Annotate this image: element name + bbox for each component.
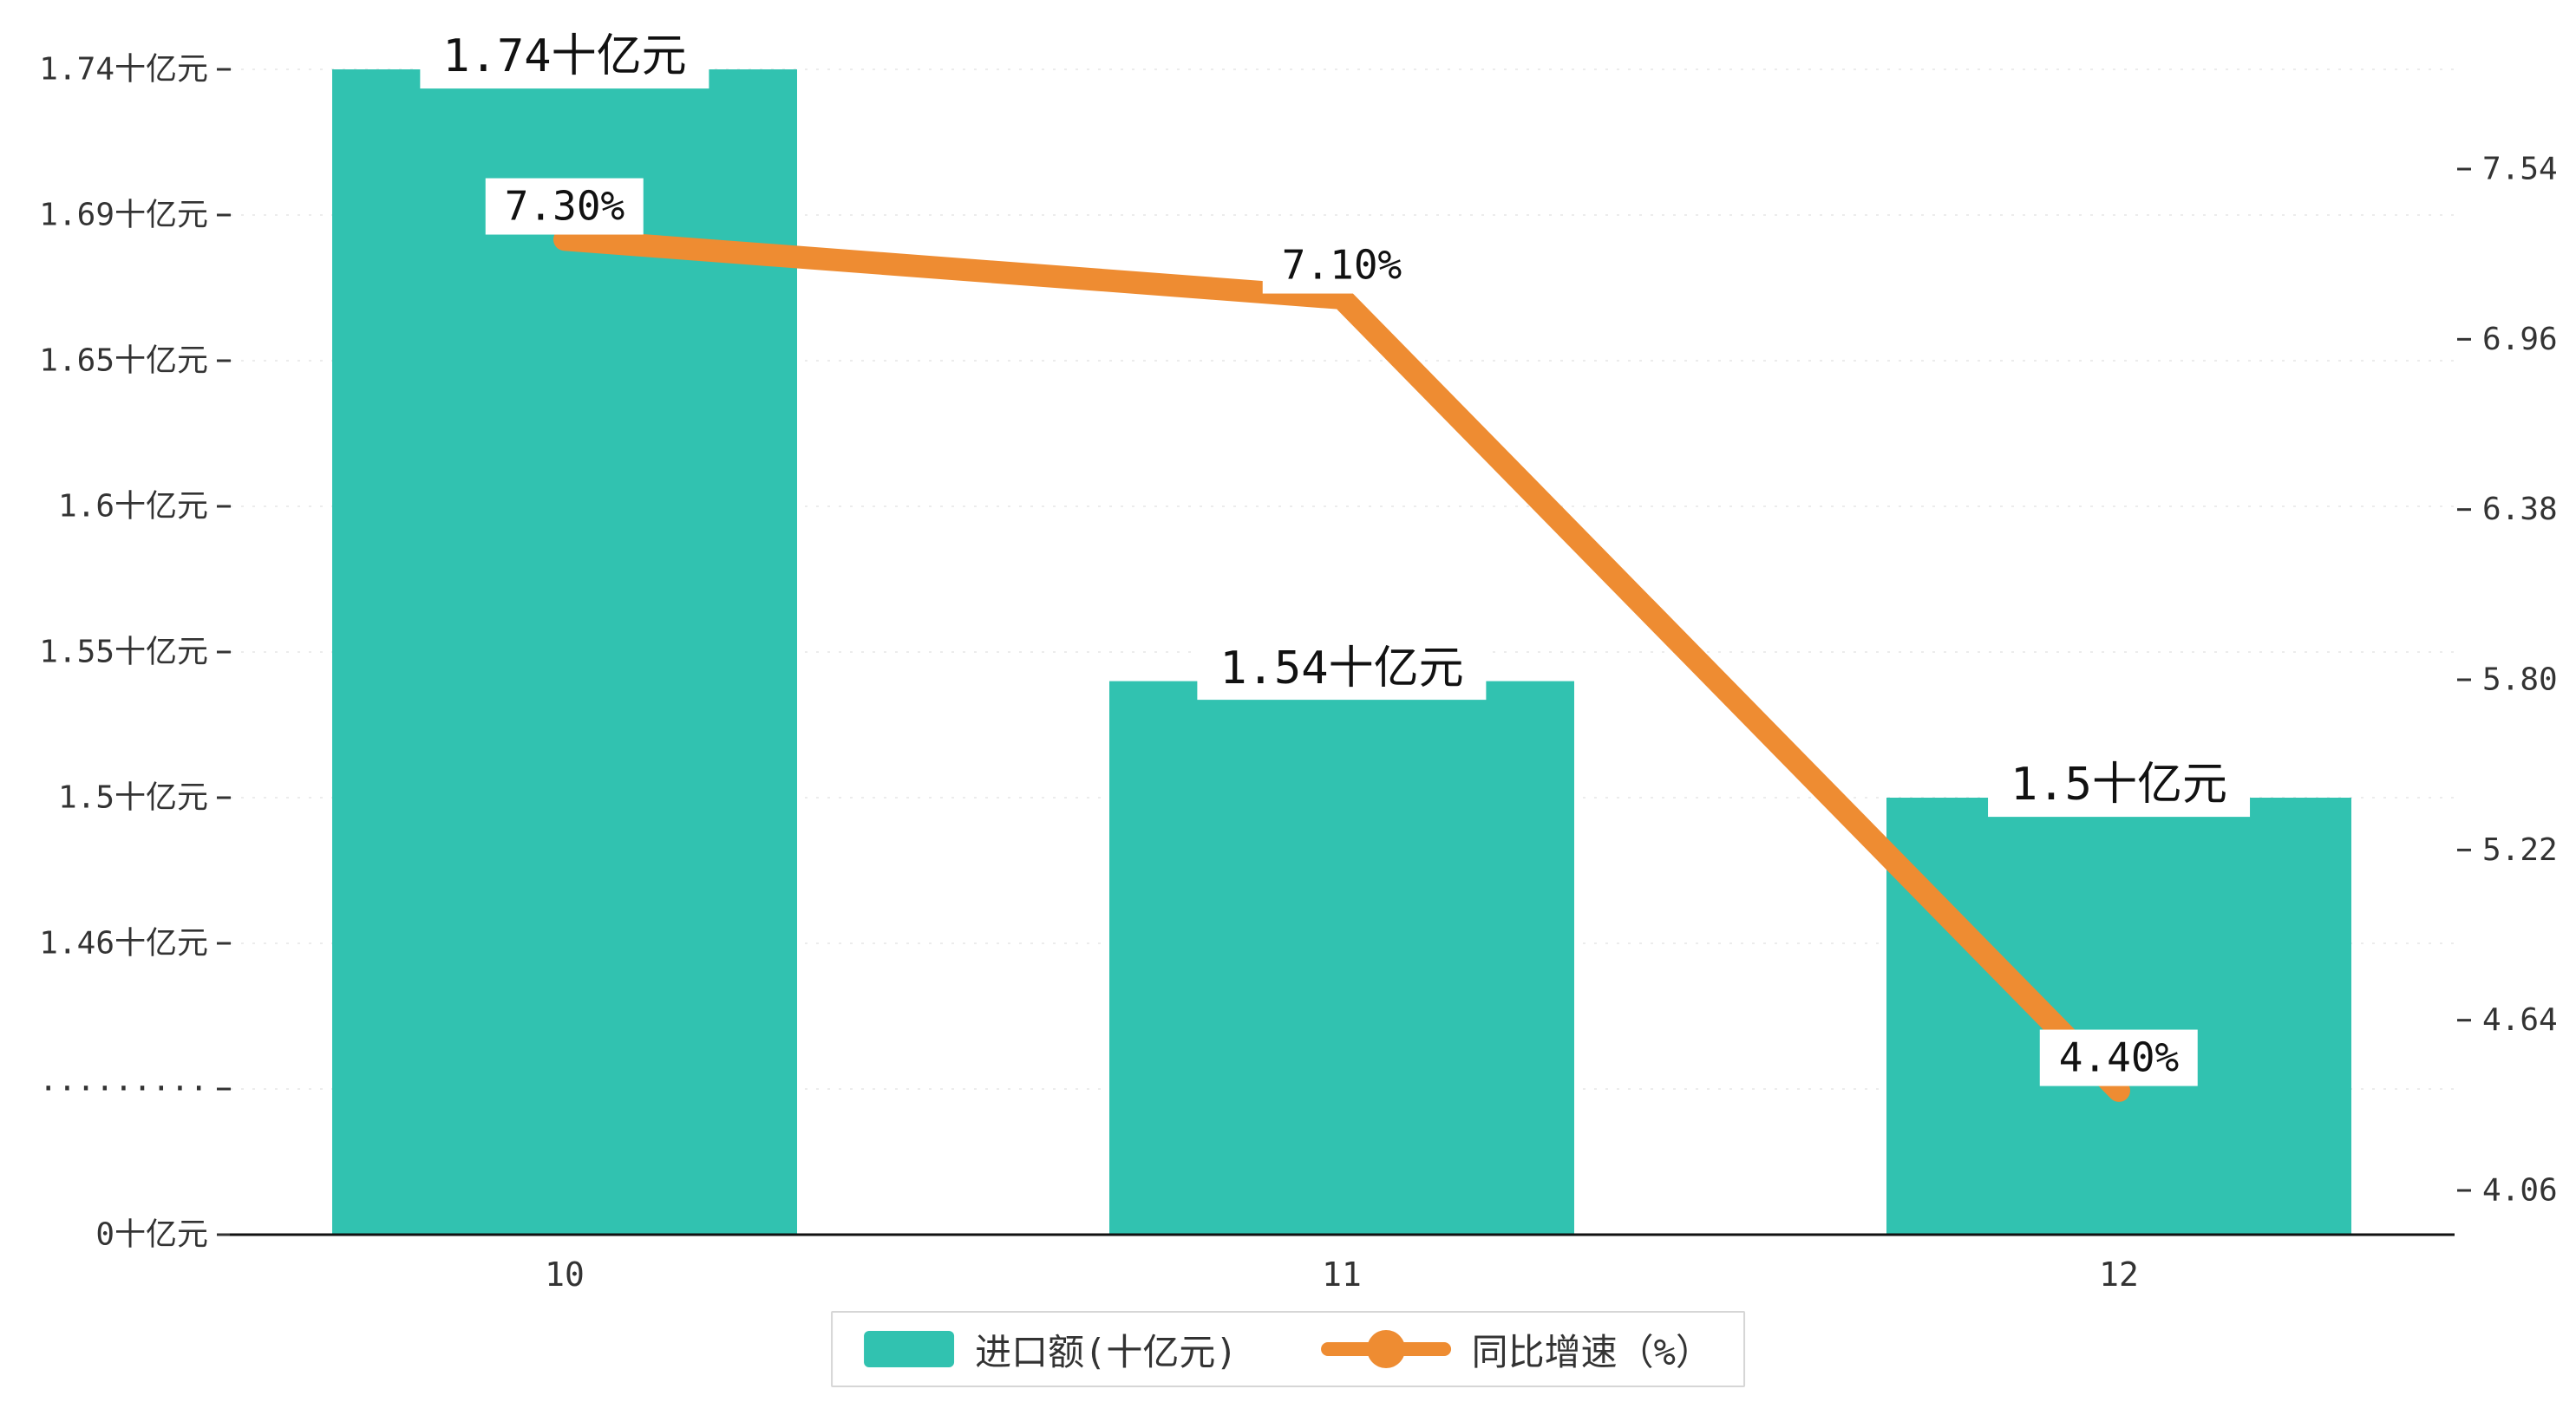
- left-axis-tick-label: ·········: [39, 1072, 208, 1107]
- right-axis-tick-label: 7.54: [2482, 152, 2558, 187]
- left-axis-tick-label: 0十亿元: [95, 1217, 208, 1253]
- line-swatch-icon: [1320, 1330, 1451, 1368]
- right-axis-tick-label: 5.80: [2482, 662, 2558, 698]
- legend-label-imports: 进口额(十亿元): [975, 1330, 1238, 1373]
- left-axis-tick-label: 1.6十亿元: [58, 489, 208, 525]
- left-axis-tick-label: 1.5十亿元: [58, 780, 208, 816]
- left-axis-tick-label: 1.74十亿元: [39, 52, 208, 88]
- bar-swatch-icon: [864, 1331, 955, 1367]
- trend-line: [553, 228, 2130, 1102]
- bar: [1886, 798, 2351, 1235]
- line-dot-icon: [1366, 1330, 1405, 1368]
- left-axis-tick-label: 1.69十亿元: [39, 198, 208, 233]
- legend-item-imports[interactable]: 进口额(十亿元): [864, 1323, 1238, 1376]
- category-label: 10: [545, 1255, 585, 1294]
- bar: [332, 69, 797, 1235]
- category-label: 11: [1322, 1255, 1362, 1294]
- left-axis-tick-label: 1.65十亿元: [39, 343, 208, 379]
- legend: 进口额(十亿元) 同比增速（%）: [831, 1311, 1745, 1387]
- right-axis-tick-label: 6.96: [2482, 322, 2558, 357]
- right-axis-tick-label: 4.64: [2482, 1002, 2558, 1038]
- bar: [1109, 681, 1574, 1235]
- left-axis-tick-label: 1.46十亿元: [39, 926, 208, 962]
- right-axis-tick-label: 5.22: [2482, 832, 2558, 868]
- right-axis-tick-label: 6.38: [2482, 492, 2558, 527]
- left-axis-tick-label: 1.55十亿元: [39, 635, 208, 670]
- legend-label-growth: 同比增速（%）: [1471, 1330, 1712, 1373]
- category-label: 12: [2099, 1255, 2139, 1294]
- right-axis-tick-label: 4.06: [2482, 1173, 2558, 1209]
- legend-item-growth[interactable]: 同比增速（%）: [1320, 1323, 1712, 1376]
